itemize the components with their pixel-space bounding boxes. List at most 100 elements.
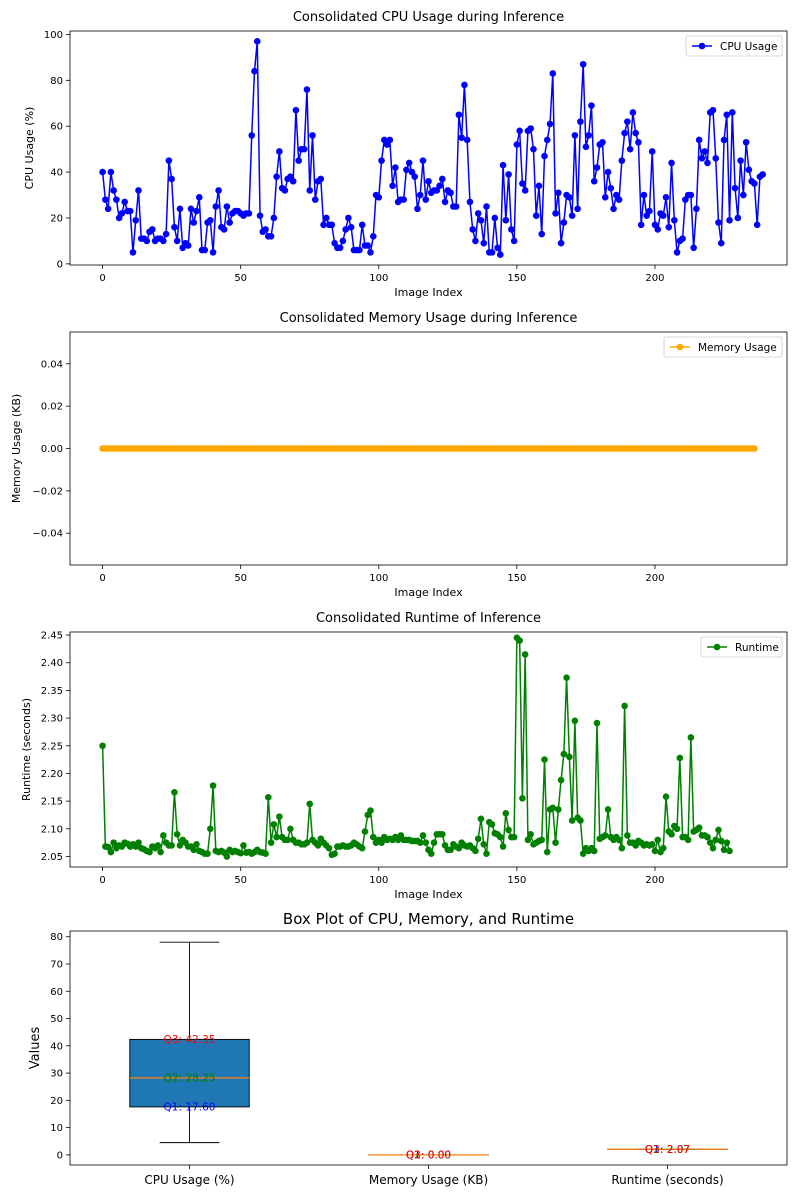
data-point	[190, 846, 198, 854]
data-point	[461, 81, 468, 89]
data-point	[563, 674, 570, 681]
data-point	[538, 836, 546, 844]
data-point	[742, 138, 750, 146]
data-point	[422, 196, 430, 203]
legend: Runtime	[700, 636, 783, 658]
data-point	[281, 187, 289, 194]
data-point	[483, 850, 490, 858]
data-point	[676, 754, 684, 762]
data-point	[184, 242, 192, 249]
data-point	[314, 842, 322, 849]
y-tick-label: 80	[50, 932, 63, 943]
y-tick-label: 20	[50, 213, 63, 224]
quartile-annotation: Q1: 0.00	[406, 1150, 451, 1162]
data-point	[441, 198, 449, 206]
data-point	[654, 226, 662, 233]
data-point	[320, 221, 327, 229]
data-point	[405, 159, 413, 167]
data-point	[488, 249, 496, 256]
data-point	[706, 839, 714, 846]
data-point	[262, 226, 269, 233]
legend-box	[685, 35, 783, 57]
data-point	[220, 226, 228, 233]
plot-frame	[69, 930, 788, 1166]
data-point	[135, 839, 142, 846]
data-point	[477, 815, 485, 823]
data-point	[593, 164, 601, 171]
data-point	[223, 203, 231, 210]
data-point	[99, 168, 106, 176]
data-point	[527, 831, 534, 838]
data-point	[168, 842, 175, 849]
box-group	[129, 941, 250, 1144]
x-axis-label: Image Index	[394, 586, 463, 599]
legend-label: Runtime	[735, 642, 779, 654]
y-tick-label: 40	[50, 168, 63, 179]
quartile-annotation: Q3: 42.35	[164, 1034, 216, 1046]
data-point	[425, 177, 432, 185]
data-point	[717, 837, 725, 845]
data-point	[375, 194, 383, 201]
chart-title: Consolidated Memory Usage during Inferen…	[280, 311, 578, 326]
data-point	[646, 207, 653, 215]
data-point	[510, 833, 518, 841]
data-point	[579, 60, 587, 68]
data-point	[102, 196, 109, 203]
data-point	[356, 246, 363, 254]
data-point	[673, 825, 681, 833]
data-point	[477, 216, 485, 224]
data-point	[590, 847, 598, 855]
data-point	[521, 651, 529, 658]
data-point	[668, 831, 675, 838]
y-tick-label: 2.30	[41, 714, 63, 725]
data-point	[712, 155, 720, 162]
data-point	[237, 849, 244, 857]
data-point	[157, 848, 164, 856]
data-point	[726, 216, 733, 224]
legend-label: Memory Usage	[698, 342, 777, 354]
y-tick-label: 50	[50, 1014, 63, 1025]
data-point	[135, 187, 142, 194]
data-point	[610, 205, 617, 213]
data-point	[704, 833, 711, 841]
data-point	[734, 214, 742, 222]
data-point	[491, 214, 499, 222]
data-point	[358, 844, 366, 852]
data-point	[345, 214, 352, 222]
data-point	[303, 839, 311, 846]
data-point	[273, 173, 280, 180]
data-point	[160, 832, 167, 839]
data-point	[190, 219, 198, 226]
data-point	[195, 194, 203, 201]
data-point	[726, 847, 733, 855]
data-point	[704, 159, 711, 167]
data-point	[392, 164, 399, 171]
data-point	[668, 159, 675, 167]
data-point	[369, 233, 377, 240]
data-point	[654, 836, 662, 844]
data-point	[146, 848, 153, 856]
data-point	[300, 145, 308, 153]
data-point	[502, 810, 510, 817]
data-point	[176, 842, 184, 849]
data-point	[483, 203, 490, 210]
data-point	[295, 157, 302, 164]
data-point	[226, 219, 233, 226]
y-tick-label: 60	[50, 987, 63, 998]
data-point	[149, 226, 156, 233]
data-point	[292, 106, 300, 114]
data-point	[171, 223, 178, 231]
data-point	[695, 824, 703, 831]
data-point	[173, 831, 181, 838]
data-point	[132, 216, 140, 224]
data-point	[262, 850, 269, 858]
data-point	[590, 177, 598, 185]
data-point	[480, 841, 488, 848]
cpu-usage-chart: Consolidated CPU Usage during Inference 0…	[23, 10, 788, 299]
chart-title: Consolidated Runtime of Inference	[316, 611, 541, 626]
y-tick-label: 0	[57, 1150, 63, 1161]
data-point	[621, 702, 628, 710]
data-point	[568, 212, 576, 219]
data-point	[499, 843, 507, 850]
